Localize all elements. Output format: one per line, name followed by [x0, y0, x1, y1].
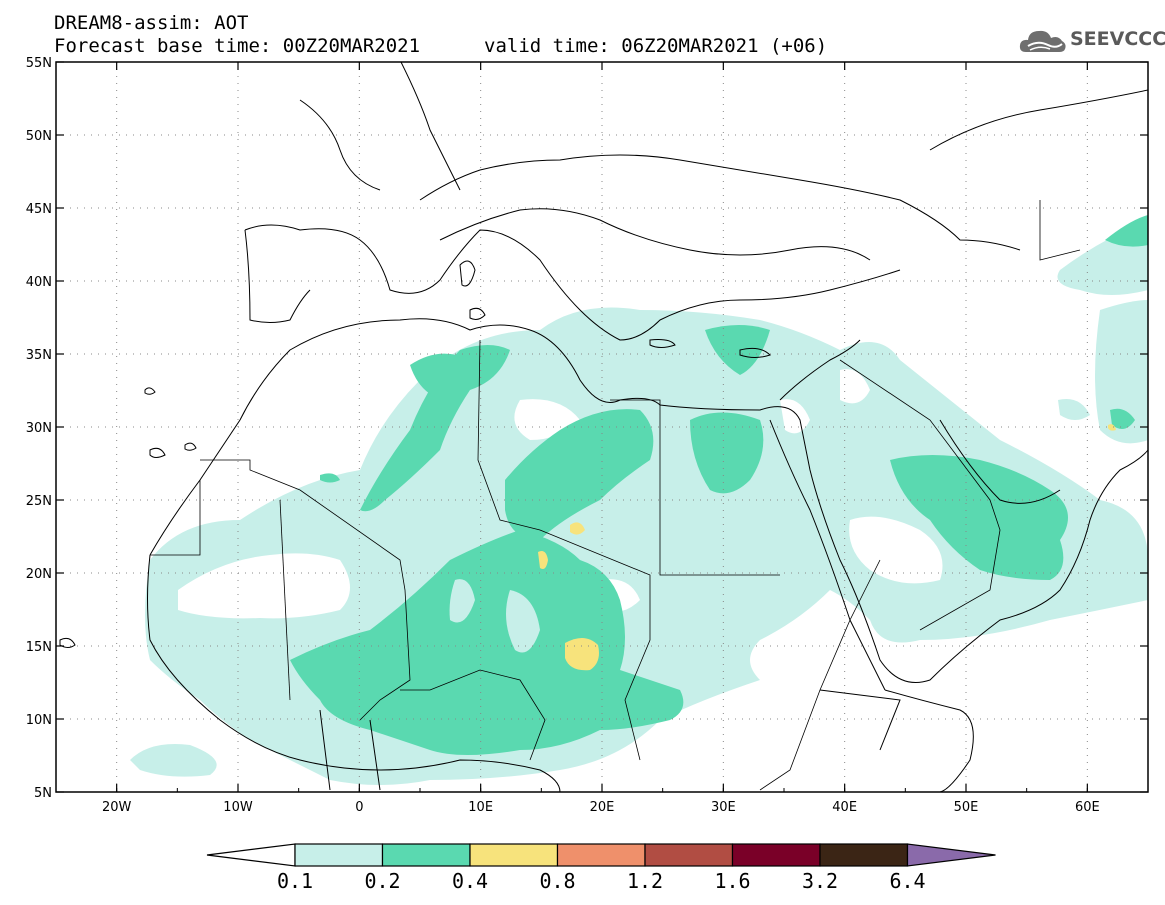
colorbar-label: 1.2 — [627, 869, 663, 893]
lon-tick-label: 20W — [102, 800, 132, 815]
colorbar-label: 0.8 — [539, 869, 575, 893]
lat-tick-label: 45N — [26, 202, 52, 217]
colorbar-label: 1.6 — [714, 869, 750, 893]
lon-tick-label: 20E — [590, 800, 615, 815]
lon-tick-label: 30E — [711, 800, 736, 815]
colorbar-under-triangle — [206, 843, 296, 867]
lat-tick-label: 30N — [26, 421, 52, 436]
latitude-axis: 55N 50N 45N 40N 35N 30N 25N 20N 15N 10N 5N — [26, 56, 1148, 801]
lat-tick-label: 35N — [26, 348, 52, 363]
colorbar-segment — [469, 843, 559, 867]
lat-tick-label: 40N — [26, 275, 52, 290]
longitude-axis: 20W 10W 0 10E 20E 30E 40E 50E 60E — [55, 62, 1149, 815]
lat-tick-label: 15N — [26, 640, 52, 655]
map-title: DREAM8-assim: AOT — [54, 12, 249, 34]
colorbar-segment — [381, 843, 471, 867]
colorbar-segment — [644, 843, 734, 867]
aot-band-0.2-0.4 — [290, 215, 1148, 755]
lon-tick-label: 60E — [1075, 800, 1100, 815]
colorbar-label: 0.4 — [452, 869, 488, 893]
lat-tick-label: 20N — [26, 567, 52, 582]
logo-text: SEEVCCC — [1070, 28, 1165, 50]
colorbar-label: 0.2 — [364, 869, 400, 893]
colorbar-label: 3.2 — [802, 869, 838, 893]
lon-tick-label: 50E — [954, 800, 979, 815]
seevccc-logo: SEEVCCC — [1018, 26, 1165, 56]
coastlines — [147, 62, 1148, 792]
map-grid — [56, 62, 1148, 792]
lon-tick-label: 10W — [223, 800, 253, 815]
colorbar-segment — [294, 843, 384, 867]
lat-tick-label: 5N — [34, 786, 52, 801]
valid-time: valid time: 06Z20MAR2021 (+06) — [484, 35, 828, 57]
colorbar-segment — [819, 843, 909, 867]
lat-tick-label: 10N — [26, 713, 52, 728]
colorbar-segment — [731, 843, 821, 867]
colorbar-label: 6.4 — [889, 869, 925, 893]
colorbar: 0.1 0.2 0.4 0.8 1.2 1.6 3.2 6.4 — [206, 843, 996, 893]
colorbar-label: 0.1 — [277, 869, 313, 893]
colorbar-over-triangle — [906, 843, 996, 867]
aot-band-0.1-0.2-inner — [449, 579, 540, 653]
forecast-base-time: Forecast base time: 00Z20MAR2021 — [54, 35, 421, 57]
cloud-icon — [1019, 30, 1066, 52]
lon-tick-label: 40E — [832, 800, 857, 815]
lon-tick-label: 0 — [355, 800, 363, 815]
aot-band-0.4-0.8 — [538, 424, 1116, 671]
colorbar-segment — [556, 843, 646, 867]
lat-tick-label: 50N — [26, 129, 52, 144]
lon-tick-label: 10E — [468, 800, 493, 815]
lat-tick-label: 25N — [26, 494, 52, 509]
lat-tick-label: 55N — [26, 56, 52, 71]
